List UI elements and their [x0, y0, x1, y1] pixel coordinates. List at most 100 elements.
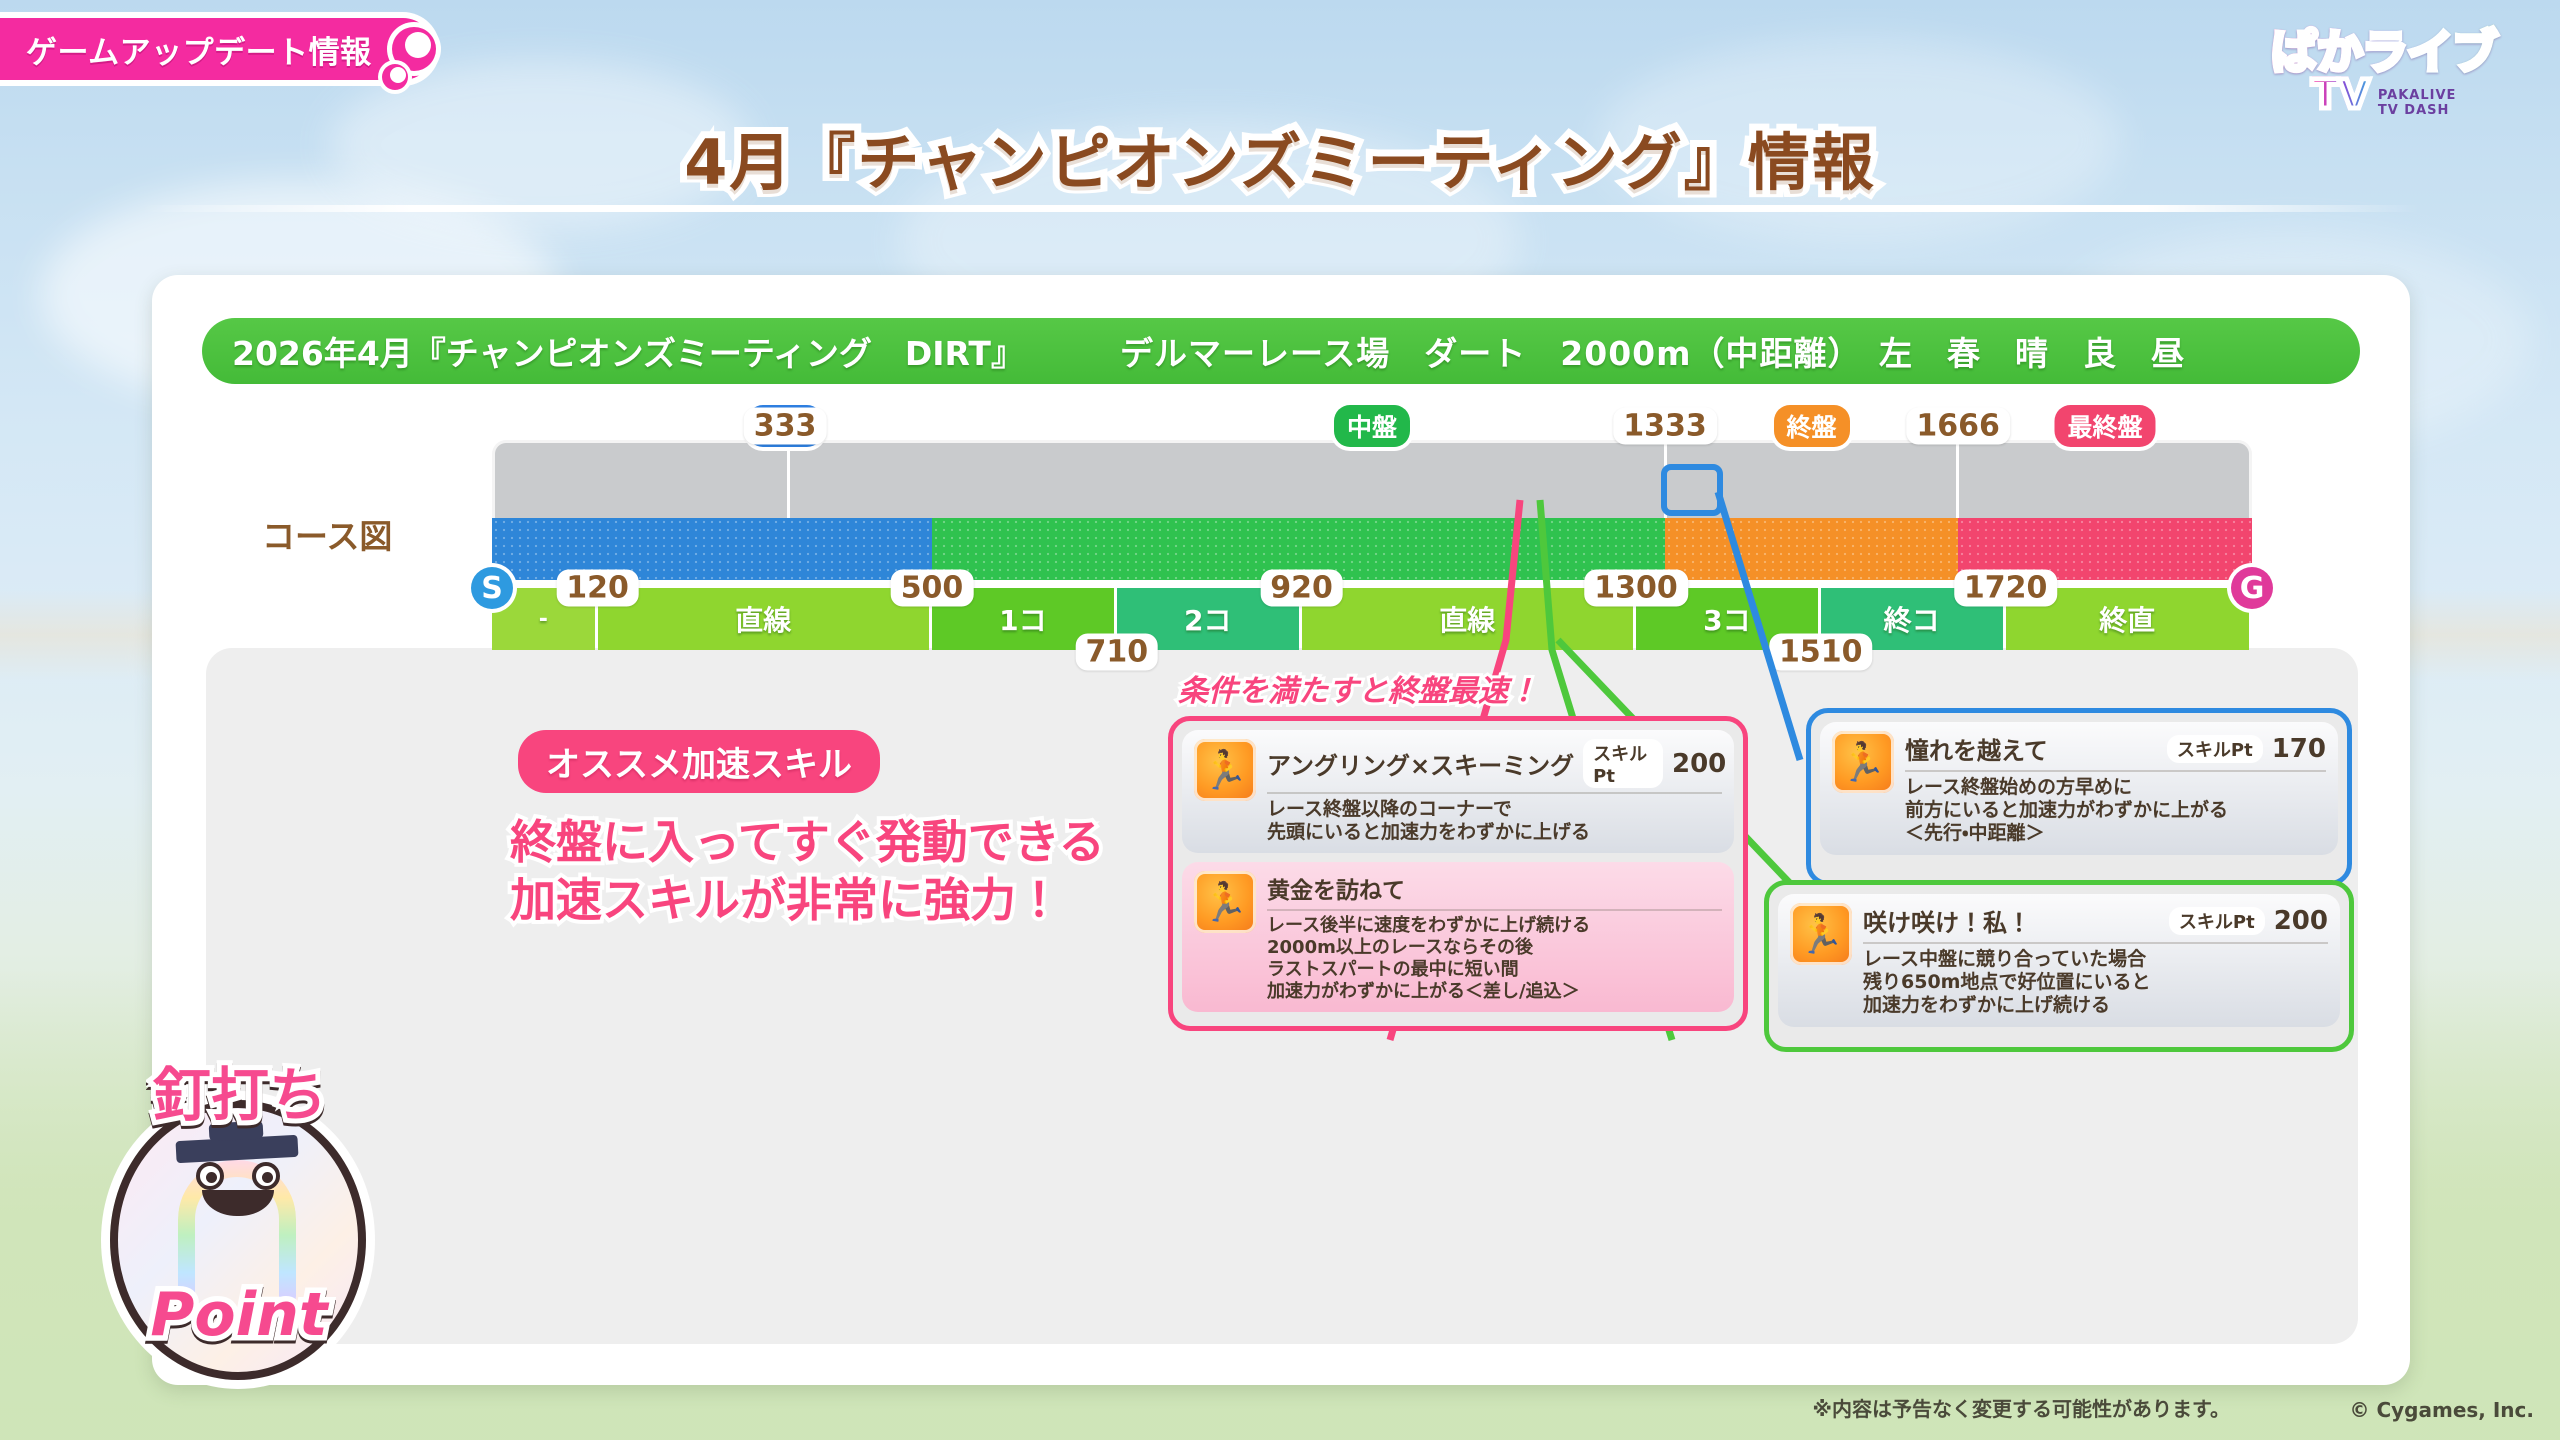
accel-skill-icon: 🏃: [1194, 739, 1256, 801]
phase-distance-chip: 1333: [1613, 407, 1717, 445]
skill-group-green: 🏃 咲け咲け！私！ スキルPt 200 レース中盤に競り合っていた場合 残り650m地点…: [1764, 880, 2354, 1052]
distance-chip: 500: [890, 569, 974, 607]
slope-segment: [1958, 518, 2252, 580]
skill-body: 憧れを越えて スキルPt 170 レース終盤始めの方早めに 前方にいると加速力がわずか…: [1905, 731, 2326, 846]
corner-segment-label: 終コ: [1883, 604, 1940, 637]
game-update-banner-label: ゲームアップデート情報: [26, 34, 372, 71]
course-diagram-label: コース図: [262, 517, 393, 556]
skill-divider: [1267, 909, 1722, 912]
corner-segment-label: 直線: [1439, 604, 1496, 637]
skill-header: 黄金を訪ねて: [1267, 871, 1722, 905]
footer-note: ※内容は予告なく変更する可能性があります。: [1812, 1397, 2230, 1421]
skill-pt-label: スキルPt: [1583, 739, 1663, 788]
start-marker: S: [471, 567, 513, 609]
skill-pt-label: スキルPt: [2166, 734, 2263, 763]
race-header-bar: 2026年4月『チャンピオンズミーティング DIRT』 デルマーレース場 ダート…: [202, 318, 2360, 384]
skill-description: レース後半に速度をわずかに上げ続ける 2000m以上のレースならその後 ラストス…: [1267, 915, 1591, 1003]
skill-description: レース中盤に競り合っていた場合 残り650m地点で好位置にいると 加速力をわずか…: [1863, 948, 2151, 1017]
skill-header: アングリング×スキーミング スキルPt 200: [1267, 739, 1727, 788]
slope-segment: [1665, 518, 1959, 580]
skill-body: 咲け咲け！私！ スキルPt 200 レース中盤に競り合っていた場合 残り650m地点で…: [1863, 903, 2328, 1018]
pakalive-logo-sub-b: TV DASH: [2377, 102, 2450, 118]
corner-segment-label: -: [538, 606, 548, 632]
distance-chip: 1510: [1769, 633, 1873, 671]
distance-chip: 1300: [1584, 569, 1688, 607]
moon-icon: [391, 27, 436, 71]
moon-small-icon: [381, 64, 408, 90]
skill-card[interactable]: 🏃 アングリング×スキーミング スキルPt 200 レース終盤以降のコーナーで 先頭にい…: [1182, 730, 1734, 854]
mascot-mustache: [202, 1190, 274, 1216]
skill-body: 黄金を訪ねてレース後半に速度をわずかに上げ続ける 2000m以上のレースならその…: [1267, 871, 1722, 1003]
race-header-title: 2026年4月『チャンピオンズミーティング DIRT』: [232, 334, 1024, 373]
accel-skill-icon: 🏃: [1832, 731, 1894, 793]
skill-divider: [1905, 770, 2326, 772]
distance-chip: 120: [556, 569, 639, 607]
phase-badge: 中盤: [1333, 405, 1411, 447]
phase-focus-box: [1661, 464, 1724, 516]
phase-badge: 最終盤: [2054, 405, 2156, 447]
annotation-pink: 条件を満たすと終盤最速！: [1175, 671, 1541, 712]
skill-pt-label: スキルPt: [2168, 906, 2265, 935]
distance-chip: 920: [1260, 569, 1343, 607]
footer-copyright: © Cygames, Inc.: [2349, 1398, 2535, 1422]
corner-segment: 直線: [1301, 588, 1633, 650]
mascot-eye-left: [196, 1162, 224, 1190]
skill-card[interactable]: 🏃 黄金を訪ねて レース後半に速度をわずかに上げ続ける 2000m以上のレースならそ…: [1182, 862, 1734, 1013]
accel-skill-icon: 🏃: [1194, 871, 1256, 934]
title-underline: [140, 205, 2420, 212]
page-title: 4月『チャンピオンズミーティング』情報: [677, 119, 1881, 206]
skill-name: 憧れを越えて: [1905, 737, 2048, 765]
recommend-badge: オススメ加速スキル: [518, 730, 880, 793]
skill-group-pink: 🏃 アングリング×スキーミング スキルPt 200 レース終盤以降のコーナーで 先頭にい…: [1168, 716, 1748, 1031]
pakalive-logo-row2: TV PAKALIVE TV DASH: [2309, 70, 2457, 121]
skill-card[interactable]: 🏃 咲け咲け！私！ スキルPt 200 レース中盤に競り合っていた場合 残り650m地点…: [1778, 894, 2340, 1027]
distance-chip: 710: [1075, 633, 1159, 671]
skill-name: アングリング×スキーミング: [1267, 752, 1575, 780]
skill-header: 咲け咲け！私！ スキルPt 200: [1863, 903, 2328, 938]
skill-divider: [1863, 942, 2328, 944]
skill-description: レース終盤始めの方早めに 前方にいると加速力がわずかに上がる ＜先行・中距離＞: [1905, 776, 2229, 845]
skill-pt-value: 170: [2271, 733, 2326, 764]
pakalive-logo-sub-a: PAKALIVE: [2377, 88, 2457, 104]
race-header-detail: デルマーレース場 ダート 2000m（中距離） 左 春 晴 良 昼: [1119, 334, 2186, 373]
pakalive-tv-logo: ぱかライブ TV PAKALIVE TV DASH: [2234, 8, 2534, 126]
pakalive-logo-subtitle: PAKALIVE TV DASH: [2378, 89, 2457, 118]
phase-divider: [1956, 443, 1960, 521]
pakalive-logo-line2: TV: [2309, 70, 2372, 121]
mascot-face: [196, 1156, 280, 1216]
corner-segment: 直線: [597, 588, 929, 650]
recommend-text: 終盤に入ってすぐ発動できる 加速スキルが非常に強力！: [506, 811, 1109, 931]
phase-badge: 終盤: [1773, 405, 1850, 447]
corner-segment-label: 3コ: [1703, 604, 1751, 637]
skill-header: 憧れを越えて スキルPt 170: [1905, 731, 2326, 766]
skill-name: 咲け咲け！私！: [1863, 909, 2031, 937]
corner-segment-label: 終直: [2099, 604, 2156, 637]
slope-segment: [492, 518, 932, 580]
accel-skill-icon: 🏃: [1790, 903, 1852, 965]
skill-pt-value: 200: [2273, 905, 2328, 936]
skill-description: レース終盤以降のコーナーで 先頭にいると加速力をわずかに上げる: [1267, 798, 1591, 844]
pakalive-logo-line1: ぱかライブ: [2269, 16, 2501, 82]
phase-divider: [787, 443, 791, 521]
distance-chip: 1720: [1953, 569, 2058, 607]
skill-name: 黄金を訪ねて: [1267, 878, 1405, 905]
skill-group-blue: 🏃 憧れを越えて スキルPt 170 レース終盤始めの方早めに 前方にいると加速力がわず…: [1806, 708, 2352, 886]
corner-segment-label: 直線: [735, 604, 792, 637]
skill-divider: [1267, 792, 1722, 794]
corner-segment-label: 2コ: [1183, 604, 1232, 637]
mascot-eye-right: [252, 1162, 280, 1190]
recommend-text-line: 終盤に入ってすぐ発動できる: [506, 811, 1109, 873]
game-update-banner: ゲームアップデート情報: [0, 18, 436, 90]
skill-body: アングリング×スキーミング スキルPt 200 レース終盤以降のコーナーで 先頭にいる…: [1267, 739, 1727, 844]
phase-distance-chip: 1666: [1906, 407, 2010, 445]
phase-distance-chip: 333: [743, 407, 827, 445]
phase-track: [492, 440, 2252, 521]
skill-pt-value: 200: [1672, 748, 1727, 779]
kugiuchi-logo-top-text: 釘打ち: [148, 1056, 332, 1134]
skill-card[interactable]: 🏃 憧れを越えて スキルPt 170 レース終盤始めの方早めに 前方にいると加速力がわず…: [1820, 722, 2338, 855]
corner-segment-label: 1コ: [999, 604, 1047, 637]
recommend-text-line: 加速スキルが非常に強力！: [506, 869, 1066, 931]
kugiuchi-point-logo: 釘打ち Point: [68, 1052, 408, 1392]
kugiuchi-logo-bottom-text: Point: [145, 1275, 333, 1356]
